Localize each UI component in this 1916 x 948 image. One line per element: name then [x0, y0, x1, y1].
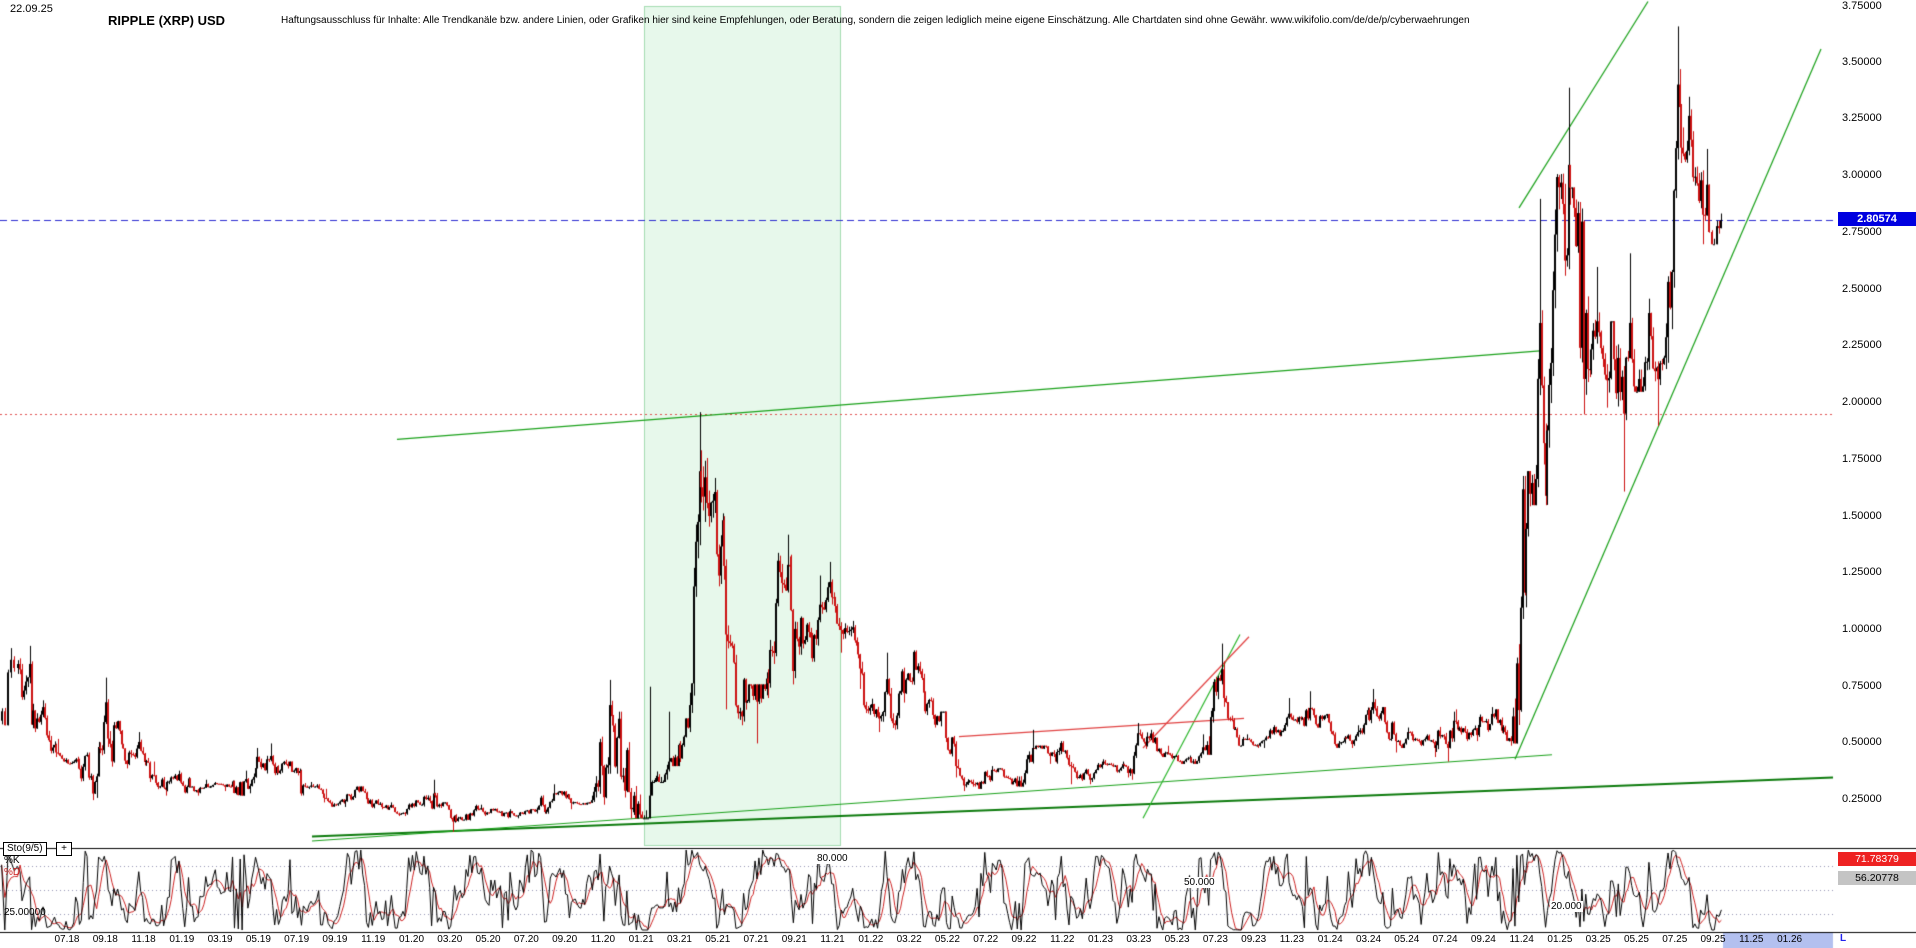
date-tick-label: 03.24 [1355, 934, 1382, 945]
date-tick-label: 11.19 [361, 934, 386, 945]
sto-level-label: 80.000 [816, 853, 849, 864]
date-tick-label: 05.23 [1164, 934, 1190, 945]
date-tick-label: 01.26 [1777, 934, 1803, 945]
stochastic-k-value-badge: 71.78379 [1838, 852, 1916, 866]
date-tick-label: 09.25 [1700, 934, 1726, 945]
price-tick-label: 0.25000 [1842, 793, 1882, 806]
scale-mode-marker[interactable]: L [1840, 933, 1847, 944]
price-tick-label: 3.00000 [1842, 169, 1882, 182]
date-tick-label: 11.21 [820, 934, 845, 945]
stochastic-d-value-badge: 56.20778 [1838, 871, 1916, 885]
instrument-title: RIPPLE (XRP) USD [108, 13, 226, 28]
date-tick-label: 09.19 [322, 934, 348, 945]
price-tick-label: 3.50000 [1842, 55, 1882, 68]
date-tick-label: 07.22 [973, 934, 999, 945]
date-tick-label: 05.25 [1623, 934, 1649, 945]
date-tick-label: 07.19 [284, 934, 310, 945]
date-tick-label: 03.23 [1126, 934, 1152, 945]
date-tick-label: 01.25 [1547, 934, 1573, 945]
date-tick-label: 05.21 [705, 934, 731, 945]
date-tick-label: 07.18 [54, 934, 80, 945]
price-tick-label: 0.50000 [1842, 736, 1882, 749]
screenshot-date-label: 22.09.25 [10, 3, 53, 15]
price-tick-label: 2.75000 [1842, 225, 1882, 238]
date-tick-label: 03.25 [1585, 934, 1611, 945]
date-tick-label: 09.20 [552, 934, 578, 945]
price-tick-label: 3.25000 [1842, 112, 1882, 125]
date-tick-label: 11.22 [1050, 934, 1075, 945]
indicator-add-button[interactable]: + [56, 842, 72, 856]
date-tick-label: 03.22 [896, 934, 922, 945]
date-tick-label: 03.20 [437, 934, 463, 945]
stochastic-k-label: %K [4, 855, 20, 866]
price-tick-label: 2.50000 [1842, 282, 1882, 295]
date-tick-label: 11.23 [1279, 934, 1305, 945]
date-tick-label: 05.19 [245, 934, 271, 945]
date-tick-label: 07.25 [1662, 934, 1688, 945]
date-tick-label: 05.24 [1394, 934, 1420, 945]
date-tick-label: 07.23 [1202, 934, 1228, 945]
price-tick-label: 1.00000 [1842, 622, 1882, 635]
sto-level-label: 20.000 [1550, 901, 1583, 912]
price-tick-label: 1.25000 [1842, 566, 1882, 579]
stochastic-indicator-button[interactable]: Sto(9/5) [3, 842, 47, 856]
date-tick-label: 07.20 [513, 934, 539, 945]
stochastic-d-label: %D [4, 867, 21, 878]
date-tick-label: 07.24 [1432, 934, 1458, 945]
date-tick-label: 07.21 [743, 934, 769, 945]
date-tick-label: 03.19 [207, 934, 233, 945]
date-tick-label: 09.21 [781, 934, 807, 945]
date-tick-label: 01.21 [628, 934, 654, 945]
current-price-badge: 2.80574 [1838, 212, 1916, 226]
date-tick-label: 01.22 [858, 934, 884, 945]
date-tick-label: 01.19 [169, 934, 195, 945]
date-tick-label: 09.24 [1470, 934, 1496, 945]
date-tick-label: 11.20 [590, 934, 616, 945]
sto-level-label: 50.000 [1183, 877, 1216, 888]
price-tick-label: 3.75000 [1842, 0, 1882, 12]
date-tick-label: 09.18 [92, 934, 118, 945]
price-tick-label: 1.50000 [1842, 509, 1882, 522]
date-tick-label: 01.23 [1088, 934, 1114, 945]
date-tick-label: 05.22 [934, 934, 960, 945]
date-tick-label: 03.21 [666, 934, 692, 945]
price-tick-label: 0.75000 [1842, 679, 1882, 692]
price-tick-label: 2.00000 [1842, 396, 1882, 409]
date-tick-label: 09.22 [1011, 934, 1037, 945]
date-tick-label: 01.20 [398, 934, 425, 945]
disclaimer-text: Haftungsausschluss für Inhalte: Alle Tre… [281, 15, 1470, 26]
date-tick-label: 05.20 [475, 934, 501, 945]
stochastic-scale-label: 25.00000 [4, 907, 46, 918]
price-tick-label: 1.75000 [1842, 452, 1882, 465]
date-tick-label: 11.18 [131, 934, 156, 945]
price-tick-label: 2.25000 [1842, 339, 1882, 352]
date-tick-label: 01.24 [1317, 934, 1343, 945]
date-tick-label: 11.24 [1509, 934, 1534, 945]
date-tick-label: 11.25 [1739, 934, 1764, 945]
date-tick-label: 09.23 [1241, 934, 1267, 945]
